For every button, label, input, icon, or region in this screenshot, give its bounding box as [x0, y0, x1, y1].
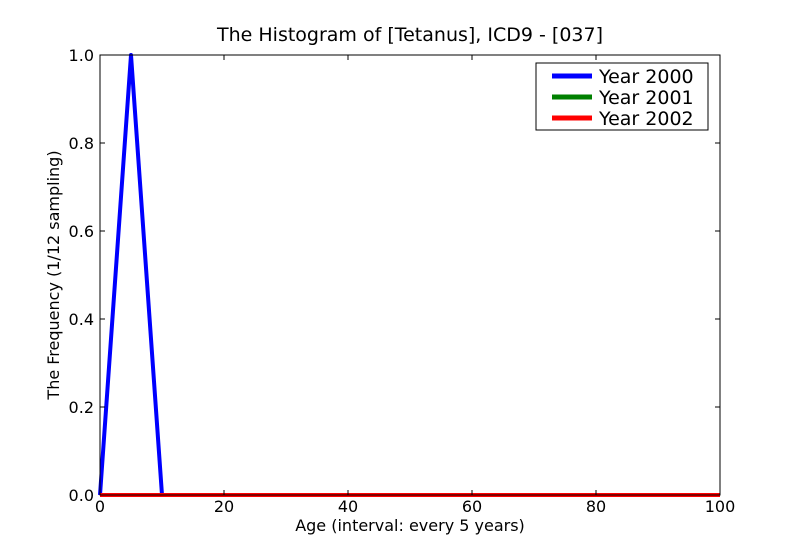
legend-label-1: Year 2001 [598, 87, 694, 109]
y-tick-label-1: 0.2 [69, 398, 94, 417]
y-axis-ticks: 0.0 0.2 0.4 0.6 0.8 1.0 [69, 46, 720, 505]
y-axis-label: The Frequency (1/12 sampling) [44, 150, 63, 400]
x-axis-ticks: 0 20 40 60 80 100 [95, 55, 735, 516]
x-axis-label: Age (interval: every 5 years) [295, 516, 525, 535]
x-tick-label-1: 20 [214, 497, 234, 516]
x-tick-label-3: 60 [462, 497, 482, 516]
x-tick-label-0: 0 [95, 497, 105, 516]
chart-title: The Histogram of [Tetanus], ICD9 - [037] [216, 24, 603, 46]
x-tick-label-2: 40 [338, 497, 358, 516]
legend-label-2: Year 2002 [598, 108, 694, 130]
plot-area-frame [99, 54, 721, 496]
y-tick-label-5: 1.0 [69, 46, 94, 65]
x-tick-label-5: 100 [705, 497, 736, 516]
legend-label-0: Year 2000 [598, 66, 694, 88]
y-tick-label-4: 0.8 [69, 134, 94, 153]
y-tick-label-2: 0.4 [69, 310, 94, 329]
x-tick-label-4: 80 [586, 497, 606, 516]
y-tick-label-3: 0.6 [69, 222, 94, 241]
y-tick-label-0: 0.0 [69, 486, 94, 505]
